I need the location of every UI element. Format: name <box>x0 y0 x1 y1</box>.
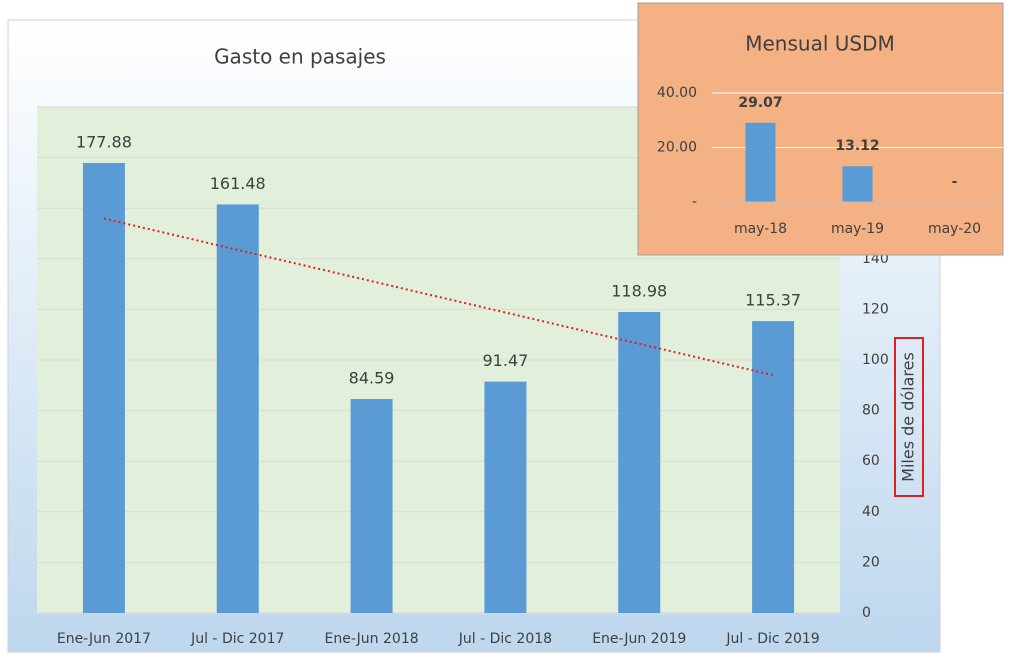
bar <box>484 381 527 613</box>
bar <box>350 398 393 613</box>
bar <box>618 311 661 613</box>
data-label: 91.47 <box>483 351 529 370</box>
y-axis-label: Miles de dólares <box>899 352 918 482</box>
bar <box>216 204 259 613</box>
x-tick-label: may-19 <box>831 221 884 237</box>
inset-title: Mensual USDM <box>745 32 895 56</box>
bar <box>842 166 873 202</box>
main-chart: 020406080100120140160180200Ene-Jun 20171… <box>37 99 889 647</box>
x-tick-label: Ene-Jun 2019 <box>592 631 686 647</box>
x-tick-label: Ene-Jun 2017 <box>57 631 151 647</box>
data-label: - <box>952 174 958 190</box>
x-tick-label: Jul - Dic 2017 <box>190 631 284 647</box>
data-label: 115.37 <box>745 291 801 310</box>
inset-chart: - 20.00 40.00 may-18 29.07 may-19 13.12 may-20 - <box>657 85 1003 237</box>
bar <box>82 162 125 613</box>
y-tick-label: 100 <box>862 352 889 368</box>
y-tick-label: 40 <box>862 504 880 520</box>
y-tick-label: 40.00 <box>657 85 697 101</box>
x-tick-label: Ene-Jun 2018 <box>325 631 419 647</box>
y-tick-label: 60 <box>862 453 880 469</box>
axis-label-box <box>894 337 924 497</box>
y-tick-label: 120 <box>862 301 889 317</box>
data-label: 84.59 <box>349 368 395 387</box>
data-label: 161.48 <box>210 174 266 193</box>
x-tick-label: may-18 <box>734 221 787 237</box>
bar <box>752 321 795 613</box>
y-tick-label: 20 <box>862 554 880 570</box>
inset-frame <box>637 2 1004 256</box>
x-tick-label: Jul - Dic 2018 <box>458 631 552 647</box>
y-tick-label: 0 <box>862 605 871 621</box>
bar <box>745 122 776 202</box>
data-label: 177.88 <box>76 132 132 151</box>
data-label: 118.98 <box>611 281 667 300</box>
x-tick-label: Jul - Dic 2019 <box>725 631 819 647</box>
data-label: 29.07 <box>738 95 782 111</box>
x-tick-label: may-20 <box>928 221 981 237</box>
y-tick-label: 20.00 <box>657 140 697 156</box>
y-tick-label: - <box>692 194 697 210</box>
data-label: 13.12 <box>835 138 879 154</box>
chart-title: Gasto en pasajes <box>214 45 386 69</box>
y-tick-label: 80 <box>862 403 880 419</box>
